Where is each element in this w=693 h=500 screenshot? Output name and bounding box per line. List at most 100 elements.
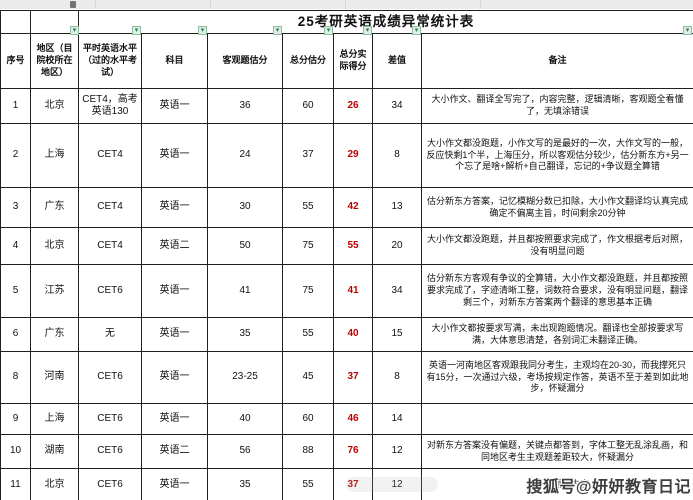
- cell-actual[interactable]: 26: [333, 88, 373, 124]
- filter-arrow-icon[interactable]: ▾: [70, 26, 79, 35]
- cell-actual[interactable]: 41: [333, 264, 373, 318]
- cell-diff[interactable]: 14: [372, 403, 422, 435]
- cell-no[interactable]: 4: [0, 227, 31, 265]
- cell-actual[interactable]: 29: [333, 123, 373, 188]
- cell-actual[interactable]: 46: [333, 403, 373, 435]
- cell-estimate[interactable]: 75: [282, 227, 334, 265]
- cell-subject[interactable]: 英语一: [141, 187, 208, 228]
- cell-objective[interactable]: 35: [207, 468, 283, 500]
- cell-actual[interactable]: 37: [333, 351, 373, 404]
- filter-arrow-icon[interactable]: ▾: [273, 26, 282, 35]
- title-spacer-cell[interactable]: [0, 10, 31, 34]
- cell-region[interactable]: 上海: [30, 403, 79, 435]
- col-header-region[interactable]: 地区（目院校所在地区）: [30, 33, 79, 89]
- cell-actual[interactable]: 55: [333, 227, 373, 265]
- cell-estimate[interactable]: 55: [282, 317, 334, 352]
- cell-estimate[interactable]: 37: [282, 123, 334, 188]
- cell-level[interactable]: CET6: [78, 264, 142, 318]
- cell-diff[interactable]: 15: [372, 317, 422, 352]
- cell-region[interactable]: 北京: [30, 88, 79, 124]
- cell-diff[interactable]: 12: [372, 434, 422, 469]
- cell-actual[interactable]: 76: [333, 434, 373, 469]
- cell-no[interactable]: 6: [0, 317, 31, 352]
- cell-subject[interactable]: 英语一: [141, 123, 208, 188]
- cell-region[interactable]: 北京: [30, 468, 79, 500]
- cell-remark[interactable]: 英语一河南地区客观跟我同分考生，主观均在20-30，而我撑死只有15分，一次通过…: [420, 351, 693, 404]
- cell-estimate[interactable]: 75: [282, 264, 334, 318]
- cell-level[interactable]: CET4: [78, 123, 142, 188]
- cell-estimate[interactable]: 88: [282, 434, 334, 469]
- cell-region[interactable]: 上海: [30, 123, 79, 188]
- cell-estimate[interactable]: 55: [282, 468, 334, 500]
- cell-actual[interactable]: 42: [333, 187, 373, 228]
- cell-objective[interactable]: 24: [207, 123, 283, 188]
- cell-remark[interactable]: 估分新东方答案，记忆模糊分数已扣除，大小作文翻译均认真完成确定不偏离主旨，时间剩…: [420, 187, 693, 228]
- cell-diff[interactable]: 13: [372, 187, 422, 228]
- filter-arrow-icon[interactable]: ▾: [412, 26, 421, 35]
- cell-objective[interactable]: 23-25: [207, 351, 283, 404]
- cell-no[interactable]: 2: [0, 123, 31, 188]
- cell-estimate[interactable]: 60: [282, 88, 334, 124]
- cell-estimate[interactable]: 45: [282, 351, 334, 404]
- cell-no[interactable]: 10: [0, 434, 31, 469]
- cell-estimate[interactable]: 60: [282, 403, 334, 435]
- cell-region[interactable]: 江苏: [30, 264, 79, 318]
- col-header-diff[interactable]: 差值: [372, 33, 422, 89]
- cell-remark[interactable]: 大小作文、翻译全写完了，内容完整，逻辑清晰，客观题全看懂了，无填涂错误: [420, 88, 693, 124]
- cell-estimate[interactable]: 55: [282, 187, 334, 228]
- cell-level[interactable]: CET4: [78, 187, 142, 228]
- col-header-actual[interactable]: 总分实际得分: [333, 33, 373, 89]
- filter-arrow-icon[interactable]: ▾: [198, 26, 207, 35]
- col-header-remark[interactable]: 备注: [420, 33, 693, 89]
- page-title[interactable]: 25考研英语成绩异常统计表: [77, 10, 693, 34]
- cell-level[interactable]: 无: [78, 317, 142, 352]
- cell-objective[interactable]: 36: [207, 88, 283, 124]
- cell-diff[interactable]: 8: [372, 351, 422, 404]
- cell-subject[interactable]: 英语二: [141, 227, 208, 265]
- cell-region[interactable]: 河南: [30, 351, 79, 404]
- cell-region[interactable]: 广东: [30, 187, 79, 228]
- cell-subject[interactable]: 英语一: [141, 468, 208, 500]
- cell-objective[interactable]: 50: [207, 227, 283, 265]
- cell-subject[interactable]: 英语一: [141, 88, 208, 124]
- cell-no[interactable]: 9: [0, 403, 31, 435]
- cell-diff[interactable]: 12: [372, 468, 422, 500]
- cell-diff[interactable]: 8: [372, 123, 422, 188]
- cell-objective[interactable]: 40: [207, 403, 283, 435]
- cell-level[interactable]: CET6: [78, 434, 142, 469]
- cell-subject[interactable]: 英语一: [141, 264, 208, 318]
- cell-remark[interactable]: 大小作文都没跑题，并且都按照要求完成了，作文根据考后对照，没有明显问题: [420, 227, 693, 265]
- cell-subject[interactable]: 英语一: [141, 403, 208, 435]
- cell-diff[interactable]: 34: [372, 264, 422, 318]
- filter-arrow-icon[interactable]: ▾: [683, 26, 692, 35]
- cell-objective[interactable]: 41: [207, 264, 283, 318]
- cell-actual[interactable]: 37: [333, 468, 373, 500]
- cell-level[interactable]: CET4: [78, 227, 142, 265]
- cell-level[interactable]: CET6: [78, 403, 142, 435]
- cell-no[interactable]: 11: [0, 468, 31, 500]
- cell-no[interactable]: 8: [0, 351, 31, 404]
- filter-arrow-icon[interactable]: ▾: [324, 26, 333, 35]
- col-header-estimate[interactable]: 总分估分: [282, 33, 334, 89]
- cell-remark[interactable]: 对新东方答案没有偏题，关键点都答到，字体工整无乱涂乱画，和同地区考生主观题差距较…: [420, 434, 693, 469]
- cell-diff[interactable]: 20: [372, 227, 422, 265]
- cell-region[interactable]: 广东: [30, 317, 79, 352]
- cell-remark[interactable]: [420, 403, 693, 435]
- cell-objective[interactable]: 56: [207, 434, 283, 469]
- cell-remark[interactable]: 大小作翻译内容: [420, 468, 693, 500]
- cell-no[interactable]: 5: [0, 264, 31, 318]
- cell-no[interactable]: 1: [0, 88, 31, 124]
- cell-remark[interactable]: 大小作文都没跑题，小作文写的是最好的一次，大作文写的一般，反应快剩1个半，上海压…: [420, 123, 693, 188]
- cell-remark[interactable]: 大小作文都按要求写满，未出现跑题情况。翻译也全部按要求写满，大体意思清楚，各别词…: [420, 317, 693, 352]
- cell-no[interactable]: 3: [0, 187, 31, 228]
- col-header-objective[interactable]: 客观题估分: [207, 33, 283, 89]
- cell-objective[interactable]: 30: [207, 187, 283, 228]
- cell-subject[interactable]: 英语一: [141, 317, 208, 352]
- cell-objective[interactable]: 35: [207, 317, 283, 352]
- cell-subject[interactable]: 英语二: [141, 434, 208, 469]
- cell-region[interactable]: 北京: [30, 227, 79, 265]
- cell-region[interactable]: 湖南: [30, 434, 79, 469]
- cell-actual[interactable]: 40: [333, 317, 373, 352]
- cell-level[interactable]: CET4，高考英语130: [78, 88, 142, 124]
- cell-diff[interactable]: 34: [372, 88, 422, 124]
